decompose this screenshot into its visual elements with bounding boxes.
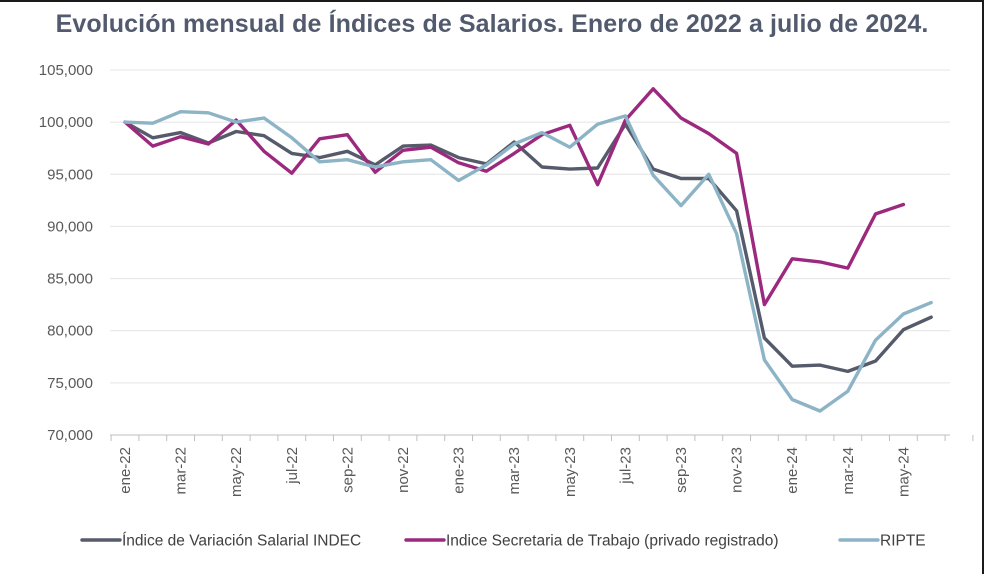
- legend-label: Indice Secretaria de Trabajo (privado re…: [446, 533, 779, 550]
- legend-label: RIPTE: [880, 533, 926, 550]
- x-tick-label: mar-24: [840, 447, 857, 495]
- y-tick-label: 75,000: [47, 375, 93, 392]
- x-tick-label: may-23: [562, 447, 579, 497]
- chart-title: Evolución mensual de Índices de Salarios…: [55, 10, 929, 38]
- series-lines: [123, 87, 933, 413]
- legend-label: Índice de Variación Salarial INDEC: [122, 533, 361, 550]
- y-tick-label: 105,000: [39, 62, 93, 79]
- x-axis: [110, 434, 974, 441]
- y-tick-label: 80,000: [47, 323, 93, 340]
- x-axis-ticks: ene-22 mar-22 may-22 jul-22 sep-22 nov-22 ene-…: [117, 447, 912, 497]
- series-line-2: [123, 87, 906, 307]
- x-tick-label: jul-23: [617, 447, 634, 485]
- x-tick-label: mar-23: [506, 447, 523, 495]
- x-tick-label: mar-22: [173, 447, 190, 495]
- y-tick-label: 95,000: [47, 166, 93, 183]
- x-tick-label: nov-23: [729, 447, 746, 493]
- x-tick-label: sep-23: [673, 447, 690, 493]
- x-tick-label: may-24: [895, 447, 912, 497]
- y-tick-label: 90,000: [47, 218, 93, 235]
- y-tick-label: 100,000: [39, 114, 93, 131]
- x-tick-label: ene-23: [451, 447, 468, 494]
- y-tick-label: 70,000: [47, 427, 93, 444]
- x-tick-label: nov-22: [395, 447, 412, 493]
- x-tick-label: sep-22: [339, 447, 356, 493]
- y-axis-ticks: 70,000 75,000 80,000 85,000 90,000 95,000 100,…: [39, 62, 93, 444]
- x-tick-label: jul-22: [284, 447, 301, 485]
- x-tick-label: ene-24: [784, 447, 801, 494]
- x-tick-label: ene-22: [117, 447, 134, 494]
- legend: Índice de Variación Salarial INDEC Indice…: [80, 533, 926, 550]
- gridlines: [110, 69, 950, 384]
- x-tick-label: may-22: [228, 447, 245, 497]
- series-line-3: [123, 110, 933, 413]
- y-tick-label: 85,000: [47, 271, 93, 288]
- series-line-1: [123, 120, 933, 374]
